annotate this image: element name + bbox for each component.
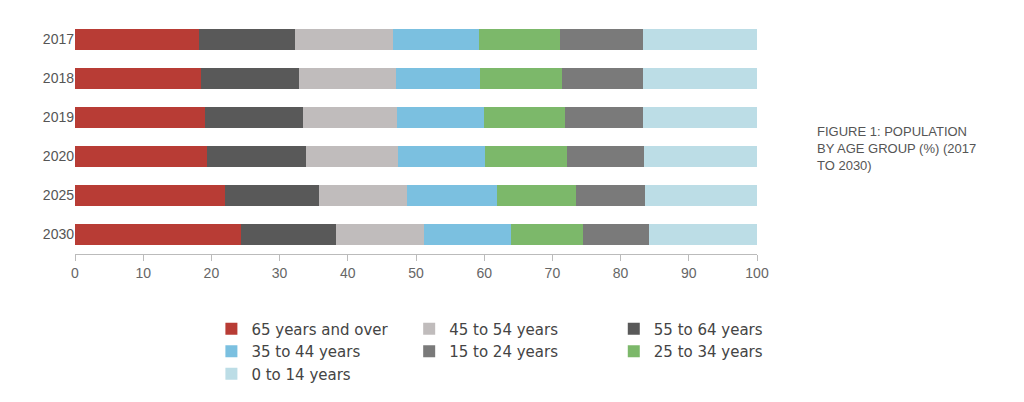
svg-text:0 to 14 years: 0 to 14 years bbox=[251, 366, 350, 384]
svg-text:90: 90 bbox=[681, 265, 697, 281]
svg-text:10: 10 bbox=[135, 265, 151, 281]
svg-text:2019: 2019 bbox=[43, 109, 74, 125]
svg-text:45 to 54 years: 45 to 54 years bbox=[449, 321, 558, 339]
svg-text:65 years and over: 65 years and over bbox=[251, 321, 388, 339]
svg-text:50: 50 bbox=[408, 265, 424, 281]
svg-text:2017: 2017 bbox=[43, 31, 74, 47]
svg-text:60: 60 bbox=[476, 265, 492, 281]
svg-text:FIGURE 1: POPULATIONBY AGE GRO: FIGURE 1: POPULATIONBY AGE GROUP (%) (20… bbox=[817, 124, 976, 173]
svg-text:35 to 44 years: 35 to 44 years bbox=[251, 343, 360, 361]
svg-text:80: 80 bbox=[613, 265, 629, 281]
svg-text:2018: 2018 bbox=[43, 70, 74, 86]
svg-text:55 to 64 years: 55 to 64 years bbox=[654, 321, 763, 339]
svg-text:0: 0 bbox=[71, 265, 79, 281]
svg-text:20: 20 bbox=[204, 265, 220, 281]
svg-text:70: 70 bbox=[545, 265, 561, 281]
svg-text:2030: 2030 bbox=[43, 226, 74, 242]
svg-text:2025: 2025 bbox=[43, 187, 74, 203]
svg-text:15 to 24 years: 15 to 24 years bbox=[449, 343, 558, 361]
svg-text:40: 40 bbox=[340, 265, 356, 281]
svg-text:2020: 2020 bbox=[43, 148, 74, 164]
svg-text:25 to 34 years: 25 to 34 years bbox=[654, 343, 763, 361]
svg-text:100: 100 bbox=[745, 265, 769, 281]
svg-text:30: 30 bbox=[272, 265, 288, 281]
